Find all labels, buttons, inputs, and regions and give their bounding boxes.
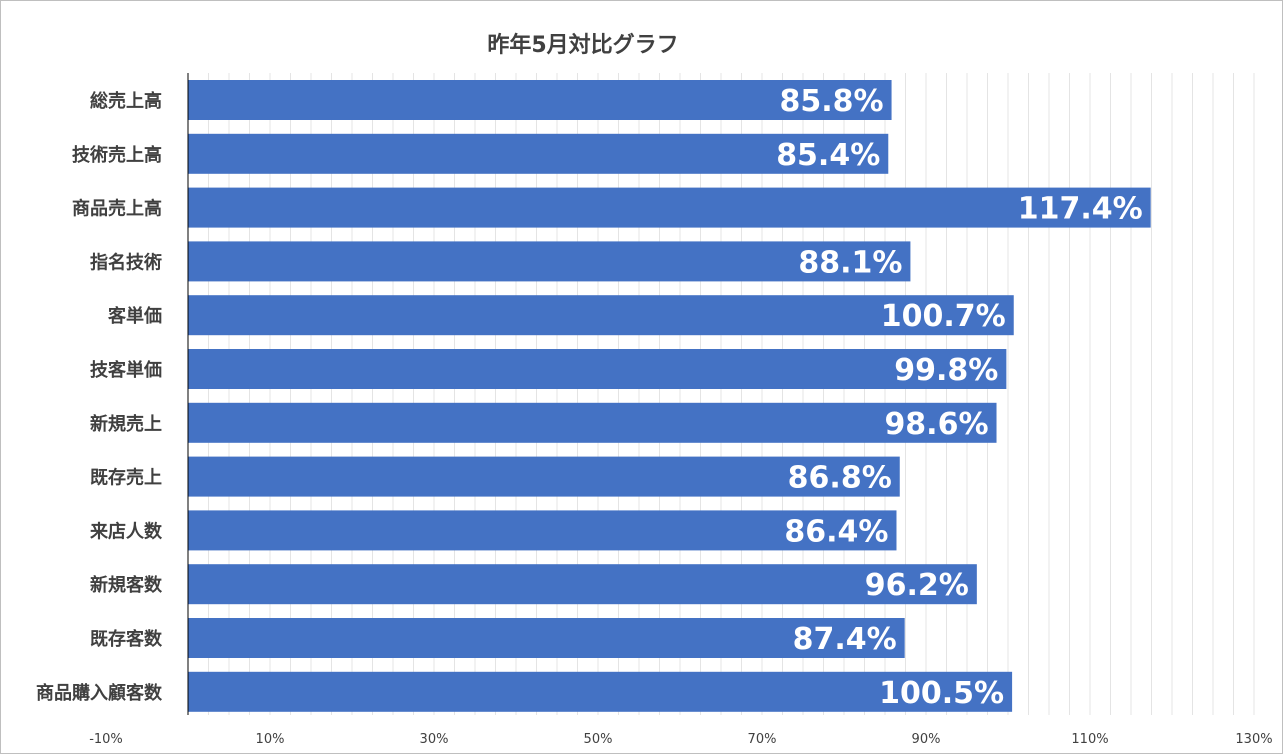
value-label: 85.4% — [776, 138, 880, 173]
x-tick-label: -10% — [89, 732, 123, 747]
labels: 総売上高 85.8% 技術売上高 85.4% 商品売上高 117.4% 指名技術 88.1% 客… — [36, 84, 1143, 711]
axes: -10% 10% 30% 50% 70% 90% 110% 130% — [89, 73, 1273, 747]
bar — [188, 618, 905, 658]
value-label: 96.2% — [865, 568, 969, 603]
bar — [188, 187, 1151, 228]
value-label: 100.7% — [881, 299, 1006, 334]
bar — [188, 402, 997, 443]
category-label: 新規売上 — [90, 413, 162, 435]
bar — [188, 671, 1013, 712]
category-label: 既存客数 — [90, 628, 163, 650]
bar — [188, 564, 977, 605]
category-label: 新規客数 — [90, 574, 163, 596]
x-tick-label: 130% — [1235, 732, 1272, 747]
x-tick-label: 70% — [748, 732, 777, 747]
category-label: 指名技術 — [90, 251, 162, 273]
category-label: 商品売上高 — [72, 198, 162, 220]
value-label: 88.1% — [798, 245, 902, 280]
gridlines — [208, 73, 1255, 715]
x-tick-label: 30% — [420, 732, 449, 747]
value-label: 98.6% — [884, 407, 988, 442]
value-label: 86.8% — [788, 461, 892, 496]
bars — [188, 80, 1151, 712]
bar — [188, 133, 889, 174]
category-label: 商品購入顧客数 — [36, 682, 163, 704]
x-tick-label: 110% — [1071, 732, 1108, 747]
chart-title: 昨年5月対比グラフ — [487, 33, 679, 58]
value-label: 87.4% — [793, 622, 897, 657]
bar — [188, 349, 1007, 389]
bar — [188, 80, 892, 120]
bar — [188, 241, 911, 282]
bar — [188, 295, 1014, 336]
category-label: 客単価 — [108, 305, 162, 327]
x-tick-label: 10% — [256, 732, 285, 747]
value-label: 117.4% — [1018, 192, 1143, 227]
x-tick-label: 90% — [912, 732, 941, 747]
x-tick-label: 50% — [584, 732, 613, 747]
value-label: 100.5% — [879, 676, 1004, 711]
category-label: 既存売上 — [90, 467, 162, 489]
bar — [188, 510, 897, 551]
value-label: 99.8% — [894, 353, 998, 388]
bar — [188, 456, 900, 497]
value-label: 86.4% — [784, 514, 888, 549]
value-label: 85.8% — [779, 84, 883, 119]
category-label: 技術売上高 — [72, 144, 162, 166]
category-label: 総売上高 — [90, 90, 162, 112]
category-label: 技客単価 — [90, 359, 162, 381]
category-label: 来店人数 — [89, 520, 163, 542]
